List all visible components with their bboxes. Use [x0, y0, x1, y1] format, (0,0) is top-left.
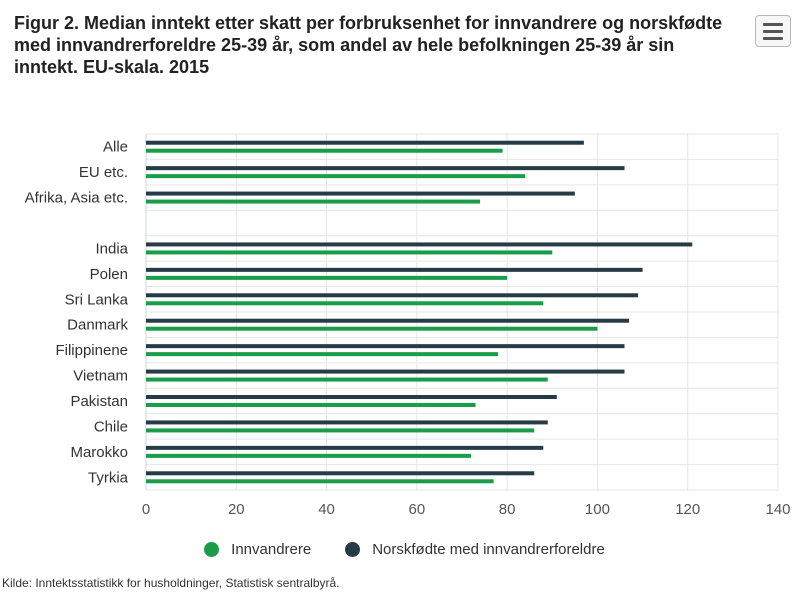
bar-innvandrere: [146, 403, 476, 407]
bar-innvandrere: [146, 377, 548, 382]
chart-menu-button[interactable]: [755, 15, 791, 47]
bar-norskfodte: [146, 344, 625, 349]
bar-innvandrere: [146, 428, 535, 433]
bar-norskfodte: [146, 369, 625, 374]
y-category-label: Filippinene: [55, 342, 128, 359]
legend-label-norskfodte: Norskfødte med innvandrerforeldre: [372, 540, 605, 558]
y-category-label: Pakistan: [70, 393, 128, 410]
legend-label-innvandrere: Innvandrere: [231, 540, 312, 558]
bar-norskfodte: [146, 140, 584, 145]
x-tick-label: 0: [142, 501, 150, 518]
x-tick-label: 20: [228, 501, 245, 518]
bar-norskfodte: [146, 420, 548, 425]
bar-innvandrere: [146, 326, 598, 331]
hamburger-menu-icon-line: [763, 29, 783, 33]
legend-marker-norskfodte: [345, 541, 361, 557]
legend-item-innvandrere[interactable]: Innvandrere: [204, 541, 311, 558]
y-category-label: Alle: [103, 139, 128, 156]
x-tick-label: 120: [675, 501, 700, 518]
bar-innvandrere: [146, 250, 553, 255]
legend-marker-innvandrere: [204, 541, 220, 557]
bar-innvandrere: [146, 301, 544, 306]
x-tick-label: 80: [499, 501, 516, 518]
y-category-label: Vietnam: [73, 368, 128, 385]
chart-legend: Innvandrere Norskfødte med innvandrerfor…: [0, 536, 809, 562]
bar-norskfodte: [146, 318, 630, 323]
legend-item-norskfodte[interactable]: Norskfødte med innvandrerforeldre: [345, 541, 605, 558]
x-tick-label: 60: [409, 501, 426, 518]
y-category-label: India: [95, 240, 128, 257]
bar-norskfodte: [146, 445, 544, 450]
bar-innvandrere: [146, 352, 499, 357]
bar-norskfodte: [146, 191, 575, 196]
y-category-label: Danmark: [67, 317, 128, 334]
bar-norskfodte: [146, 471, 535, 476]
bar-chart: 0 20 40 60 80 100 120 140 Alle EU etc. Afrika, Asi…: [25, 133, 791, 518]
bar-norskfodte: [146, 293, 639, 298]
hamburger-menu-icon: [763, 22, 783, 26]
bar-innvandrere: [146, 275, 508, 280]
y-category-label: Chile: [94, 418, 128, 435]
y-category-label: EU etc.: [79, 164, 128, 181]
bar-innvandrere: [146, 453, 472, 458]
x-tick-label: 140: [765, 501, 790, 518]
y-category-label: Afrika, Asia etc.: [25, 190, 128, 207]
chart-title: Figur 2. Median inntekt etter skatt per …: [14, 13, 723, 77]
y-category-label: Marokko: [70, 444, 128, 461]
bar-norskfodte: [146, 242, 693, 247]
bar-innvandrere: [146, 479, 494, 484]
bar-norskfodte: [146, 267, 643, 272]
bar-innvandrere: [146, 148, 503, 153]
y-category-label: Tyrkia: [88, 469, 129, 486]
source-note: Kilde: Inntektsstatistikk for husholdnin…: [2, 576, 340, 590]
y-category-label: Polen: [90, 266, 128, 283]
bar-norskfodte: [146, 166, 625, 171]
y-category-label: Sri Lanka: [65, 291, 129, 308]
bar-norskfodte: [146, 395, 557, 399]
bar-innvandrere: [146, 174, 526, 179]
x-tick-label: 100: [585, 501, 610, 518]
x-tick-label: 40: [318, 501, 335, 518]
hamburger-menu-icon-line: [763, 36, 783, 40]
bar-innvandrere: [146, 199, 481, 204]
